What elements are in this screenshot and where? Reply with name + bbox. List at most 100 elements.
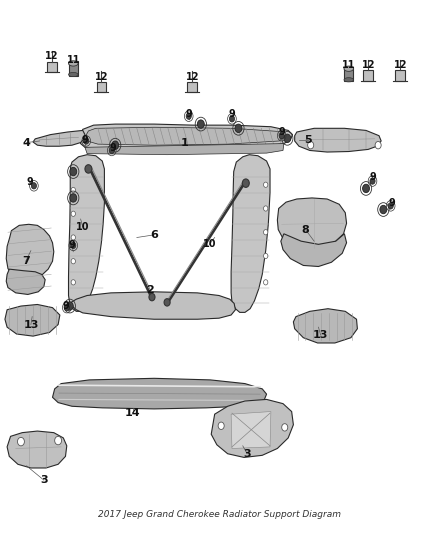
Circle shape bbox=[198, 120, 204, 128]
Text: 9: 9 bbox=[229, 109, 235, 118]
Bar bbox=[97, 82, 106, 92]
Text: 9: 9 bbox=[185, 109, 192, 118]
Polygon shape bbox=[293, 309, 357, 343]
Circle shape bbox=[307, 141, 314, 149]
Circle shape bbox=[70, 167, 77, 176]
Polygon shape bbox=[277, 198, 346, 249]
Polygon shape bbox=[71, 292, 236, 319]
Circle shape bbox=[264, 280, 268, 285]
Polygon shape bbox=[80, 124, 293, 149]
Polygon shape bbox=[281, 234, 346, 266]
Text: 9: 9 bbox=[278, 127, 285, 137]
Polygon shape bbox=[86, 127, 283, 145]
Text: 5: 5 bbox=[304, 135, 311, 145]
Circle shape bbox=[264, 206, 268, 211]
Text: 12: 12 bbox=[95, 71, 108, 82]
Circle shape bbox=[264, 230, 268, 235]
Text: 14: 14 bbox=[125, 408, 140, 418]
Text: 12: 12 bbox=[394, 60, 407, 70]
Polygon shape bbox=[33, 131, 85, 146]
Text: 11: 11 bbox=[342, 60, 356, 70]
Circle shape bbox=[71, 259, 75, 264]
Bar bbox=[395, 70, 405, 81]
Text: 9: 9 bbox=[62, 301, 69, 311]
Text: 6: 6 bbox=[150, 230, 158, 240]
Text: 1: 1 bbox=[180, 138, 188, 148]
Polygon shape bbox=[5, 304, 60, 336]
Circle shape bbox=[264, 182, 268, 188]
Circle shape bbox=[71, 188, 75, 192]
Bar bbox=[47, 62, 57, 72]
Circle shape bbox=[282, 424, 288, 431]
Circle shape bbox=[70, 193, 77, 202]
Circle shape bbox=[109, 147, 114, 154]
Bar bbox=[344, 67, 353, 82]
Circle shape bbox=[149, 293, 155, 301]
Circle shape bbox=[71, 280, 75, 285]
Polygon shape bbox=[6, 269, 45, 294]
Circle shape bbox=[55, 437, 62, 445]
Circle shape bbox=[388, 203, 393, 209]
Polygon shape bbox=[231, 411, 271, 448]
Circle shape bbox=[18, 438, 25, 446]
Circle shape bbox=[242, 179, 249, 188]
Ellipse shape bbox=[344, 66, 353, 71]
Circle shape bbox=[279, 133, 284, 139]
Circle shape bbox=[66, 302, 73, 310]
Circle shape bbox=[264, 253, 268, 259]
Text: 4: 4 bbox=[23, 138, 31, 148]
Circle shape bbox=[164, 298, 170, 306]
Circle shape bbox=[71, 169, 75, 174]
Circle shape bbox=[230, 116, 235, 122]
Bar bbox=[68, 61, 78, 76]
Circle shape bbox=[112, 141, 119, 149]
Text: 10: 10 bbox=[203, 239, 216, 249]
Circle shape bbox=[85, 165, 92, 173]
Polygon shape bbox=[295, 128, 381, 152]
Text: 9: 9 bbox=[110, 143, 117, 153]
Circle shape bbox=[186, 113, 191, 119]
Polygon shape bbox=[211, 399, 293, 457]
Text: 12: 12 bbox=[361, 60, 375, 70]
Polygon shape bbox=[6, 224, 54, 280]
Circle shape bbox=[32, 183, 36, 189]
Text: 12: 12 bbox=[45, 51, 59, 61]
Ellipse shape bbox=[68, 72, 78, 77]
Circle shape bbox=[71, 211, 75, 216]
Polygon shape bbox=[68, 155, 104, 311]
Text: 11: 11 bbox=[67, 55, 80, 64]
Circle shape bbox=[284, 134, 291, 142]
Text: 2: 2 bbox=[146, 285, 154, 295]
Text: 9: 9 bbox=[26, 177, 33, 187]
Polygon shape bbox=[85, 143, 284, 155]
Text: 12: 12 bbox=[185, 71, 199, 82]
Text: 8: 8 bbox=[302, 224, 309, 235]
Text: 13: 13 bbox=[23, 319, 39, 329]
Polygon shape bbox=[7, 431, 67, 468]
Text: 13: 13 bbox=[313, 330, 328, 340]
Circle shape bbox=[370, 178, 375, 184]
Text: 9: 9 bbox=[389, 198, 396, 208]
Circle shape bbox=[84, 138, 89, 144]
Bar bbox=[364, 70, 373, 81]
Circle shape bbox=[71, 235, 75, 240]
Ellipse shape bbox=[68, 61, 78, 66]
Text: 2017 Jeep Grand Cherokee Radiator Support Diagram: 2017 Jeep Grand Cherokee Radiator Suppor… bbox=[98, 510, 340, 519]
Circle shape bbox=[64, 304, 69, 311]
Text: 10: 10 bbox=[76, 222, 89, 232]
Circle shape bbox=[71, 242, 76, 248]
Circle shape bbox=[375, 141, 381, 149]
Bar bbox=[187, 82, 197, 92]
Text: 3: 3 bbox=[243, 449, 251, 459]
Polygon shape bbox=[53, 378, 267, 409]
Polygon shape bbox=[231, 155, 270, 312]
Circle shape bbox=[380, 205, 387, 214]
Circle shape bbox=[363, 184, 370, 192]
Text: 7: 7 bbox=[22, 256, 30, 266]
Text: 9: 9 bbox=[81, 135, 88, 145]
Text: 9: 9 bbox=[369, 172, 376, 182]
Ellipse shape bbox=[344, 78, 353, 82]
Text: 9: 9 bbox=[69, 240, 75, 251]
Circle shape bbox=[218, 422, 224, 430]
Text: 3: 3 bbox=[40, 475, 48, 485]
